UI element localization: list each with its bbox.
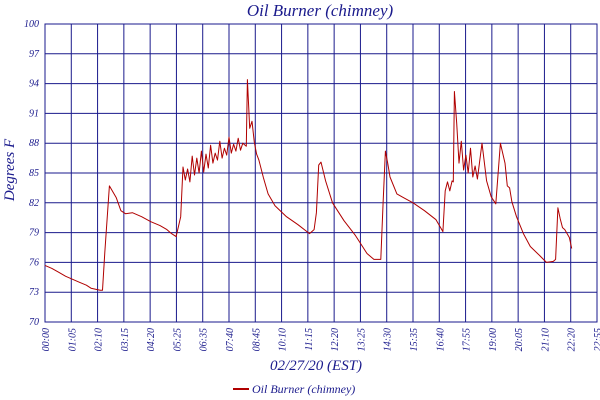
x-tick-label: 16:40 bbox=[435, 328, 446, 351]
x-tick-label: 22:55 bbox=[593, 328, 600, 351]
y-tick-label: 100 bbox=[24, 19, 39, 30]
x-tick-label: 03:15 bbox=[120, 328, 131, 351]
x-tick-label: 00:00 bbox=[41, 328, 52, 351]
series-line-oil-burner bbox=[44, 79, 573, 291]
x-tick-label: 10:10 bbox=[278, 328, 289, 351]
legend-label: Oil Burner (chimney) bbox=[252, 382, 355, 396]
y-tick-label: 85 bbox=[29, 168, 39, 179]
x-tick-label: 19:00 bbox=[488, 328, 499, 351]
x-tick-label: 06:35 bbox=[199, 328, 210, 351]
x-tick-label: 02:10 bbox=[94, 328, 105, 351]
y-tick-label: 94 bbox=[29, 79, 39, 90]
x-tick-label: 08:45 bbox=[251, 328, 262, 351]
legend: Oil Burner (chimney) bbox=[233, 382, 355, 396]
x-tick-label: 22:20 bbox=[567, 328, 578, 351]
x-tick-label: 15:35 bbox=[409, 328, 420, 351]
x-tick-label: 04:20 bbox=[146, 328, 157, 351]
y-tick-label: 76 bbox=[29, 257, 39, 268]
y-tick-label: 91 bbox=[29, 108, 39, 119]
y-tick-label: 97 bbox=[29, 49, 40, 60]
chart-title: Oil Burner (chimney) bbox=[247, 1, 394, 20]
x-tick-label: 21:10 bbox=[540, 328, 551, 351]
y-tick-labels: 70 73 76 79 82 85 88 91 94 97 100 bbox=[24, 19, 40, 328]
y-tick-label: 79 bbox=[29, 228, 39, 239]
x-tick-label: 12:20 bbox=[330, 328, 341, 351]
x-tick-label: 11:15 bbox=[304, 328, 315, 351]
y-axis-label: Degrees F bbox=[2, 138, 18, 202]
y-tick-label: 88 bbox=[29, 138, 39, 149]
x-tick-label: 20:05 bbox=[514, 328, 525, 351]
x-tick-label: 01:05 bbox=[67, 328, 78, 351]
y-tick-label: 82 bbox=[29, 198, 39, 209]
x-tick-label: 05:25 bbox=[172, 328, 183, 351]
y-tick-label: 70 bbox=[29, 317, 39, 328]
y-tick-label: 73 bbox=[29, 287, 39, 298]
plot-frame bbox=[44, 23, 598, 323]
x-tick-labels: 00:00 01:05 02:10 03:15 04:20 05:25 06:35 07:40… bbox=[41, 328, 600, 351]
x-tick-label: 13:25 bbox=[356, 328, 367, 351]
x-tick-label: 14:30 bbox=[383, 328, 394, 351]
x-axis-label: 02/27/20 (EST) bbox=[270, 358, 362, 374]
x-tick-label: 17:55 bbox=[462, 328, 473, 351]
x-tick-label: 07:40 bbox=[225, 328, 236, 351]
